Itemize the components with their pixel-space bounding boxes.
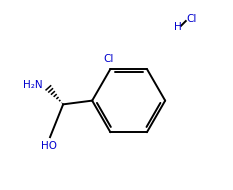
Text: Cl: Cl [103, 54, 114, 64]
Text: H₂N: H₂N [23, 80, 43, 90]
Text: H: H [175, 22, 182, 32]
Text: Cl: Cl [187, 14, 197, 24]
Text: HO: HO [41, 141, 57, 151]
